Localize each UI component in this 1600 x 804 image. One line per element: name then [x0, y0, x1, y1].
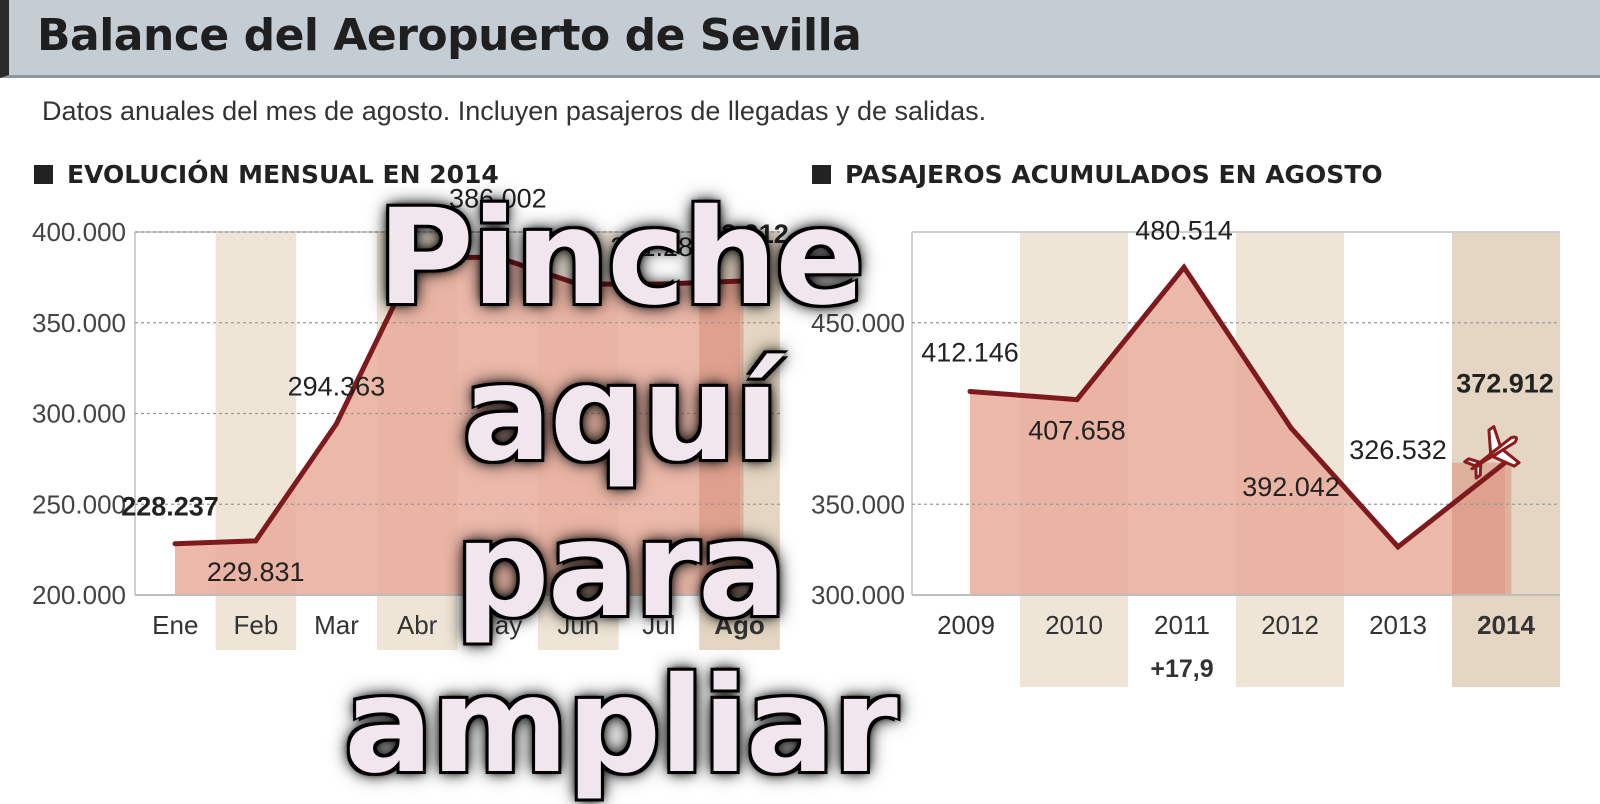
- y-tick-label: 350.000: [32, 308, 126, 338]
- x-tick-label: 2010: [1045, 610, 1103, 640]
- charts-canvas: 200.000 250.000 300.000 350.000 400.000 228.2…: [32, 183, 1560, 687]
- data-label: 392.042: [1242, 472, 1340, 502]
- data-label: 229.831: [207, 557, 305, 587]
- x-tick-label: Feb: [233, 610, 278, 640]
- data-point-Mar: [333, 421, 339, 427]
- data-point-2011: [1181, 264, 1187, 270]
- chart1-title: EVOLUCIÓN MENSUAL EN 2014: [67, 160, 499, 189]
- x-tick-label: 2011: [1154, 610, 1210, 640]
- airplane-shape: [1463, 425, 1521, 480]
- x-tick-label: May: [473, 610, 522, 640]
- data-point-Ene: [172, 541, 178, 547]
- header-bar: Balance del Aeropuerto de Sevilla: [0, 0, 1600, 78]
- data-point-2012: [1288, 425, 1294, 431]
- data-label: 372.912: [691, 219, 789, 249]
- zoom-overlay[interactable]: Pinche aquí para ampliar: [240, 180, 1000, 804]
- x-tick-label: 2013: [1369, 610, 1427, 640]
- data-point-Jun: [576, 281, 582, 287]
- highlight-column-fill: [699, 281, 744, 595]
- data-label: 386.002: [449, 183, 547, 213]
- x-tick-label: Jun: [557, 610, 599, 640]
- overlay-line-1: Pinche aquí: [377, 181, 865, 491]
- data-label: 480.514: [1135, 215, 1233, 245]
- data-label: 412.146: [921, 337, 1019, 367]
- subtitle: Datos anuales del mes de agosto. Incluye…: [42, 96, 987, 126]
- data-point-2010: [1074, 397, 1080, 403]
- x-tick-label: 2014: [1477, 610, 1535, 640]
- data-point-Ago: [737, 278, 743, 284]
- data-label: 294.363: [288, 372, 386, 402]
- y-tick-label: 200.000: [32, 580, 126, 610]
- square-bullet-icon: [34, 165, 53, 184]
- data-label: 372.912: [1456, 369, 1554, 399]
- x-tick-label: Abr: [397, 610, 438, 640]
- y-tick-label: 450.000: [811, 308, 905, 338]
- area-fill-1: [175, 257, 740, 595]
- y-tick-label: 300.000: [32, 399, 126, 429]
- y-tick-label: 350.000: [811, 489, 905, 519]
- x-tick-label: Jul: [642, 610, 675, 640]
- data-label: 371.288: [610, 232, 708, 262]
- data-point-Feb: [253, 538, 259, 544]
- chart2-title-block: PASAJEROS ACUMULADOS EN AGOSTO: [812, 160, 1383, 189]
- y-tick-label: 300.000: [811, 580, 905, 610]
- data-point-2009: [967, 388, 973, 394]
- data-point-Jul: [656, 281, 662, 287]
- series-line-1: [174, 254, 741, 547]
- data-point-Abr: [414, 254, 420, 260]
- square-bullet-icon: [812, 165, 831, 184]
- data-label: 326.532: [1349, 435, 1447, 465]
- x-tick-label: 2012: [1261, 610, 1319, 640]
- chart1-title-block: EVOLUCIÓN MENSUAL EN 2014: [34, 160, 499, 189]
- x-tick-label: Ene: [152, 610, 198, 640]
- overlay-line-2: para ampliar: [344, 493, 898, 803]
- chart2-title: PASAJEROS ACUMULADOS EN AGOSTO: [845, 160, 1383, 189]
- highlight-column-fill: [1452, 462, 1512, 595]
- y-tick-label: 250.000: [32, 489, 126, 519]
- annotation-label: +17,9: [1150, 655, 1213, 683]
- data-label: 228.237: [121, 492, 219, 522]
- airplane-icon: [1463, 425, 1521, 480]
- y-tick-label: 400.000: [32, 217, 126, 247]
- x-tick-label: Mar: [314, 610, 359, 640]
- x-tick-label: 2009: [937, 610, 995, 640]
- series-line-2: [969, 263, 1507, 551]
- data-label: 407.658: [1028, 416, 1126, 446]
- area-fill-2: [970, 267, 1505, 595]
- x-tick-label: Ago: [714, 610, 765, 640]
- data-point-May: [495, 254, 501, 260]
- data-point-2013: [1395, 544, 1401, 550]
- page-title: Balance del Aeropuerto de Sevilla: [37, 10, 862, 61]
